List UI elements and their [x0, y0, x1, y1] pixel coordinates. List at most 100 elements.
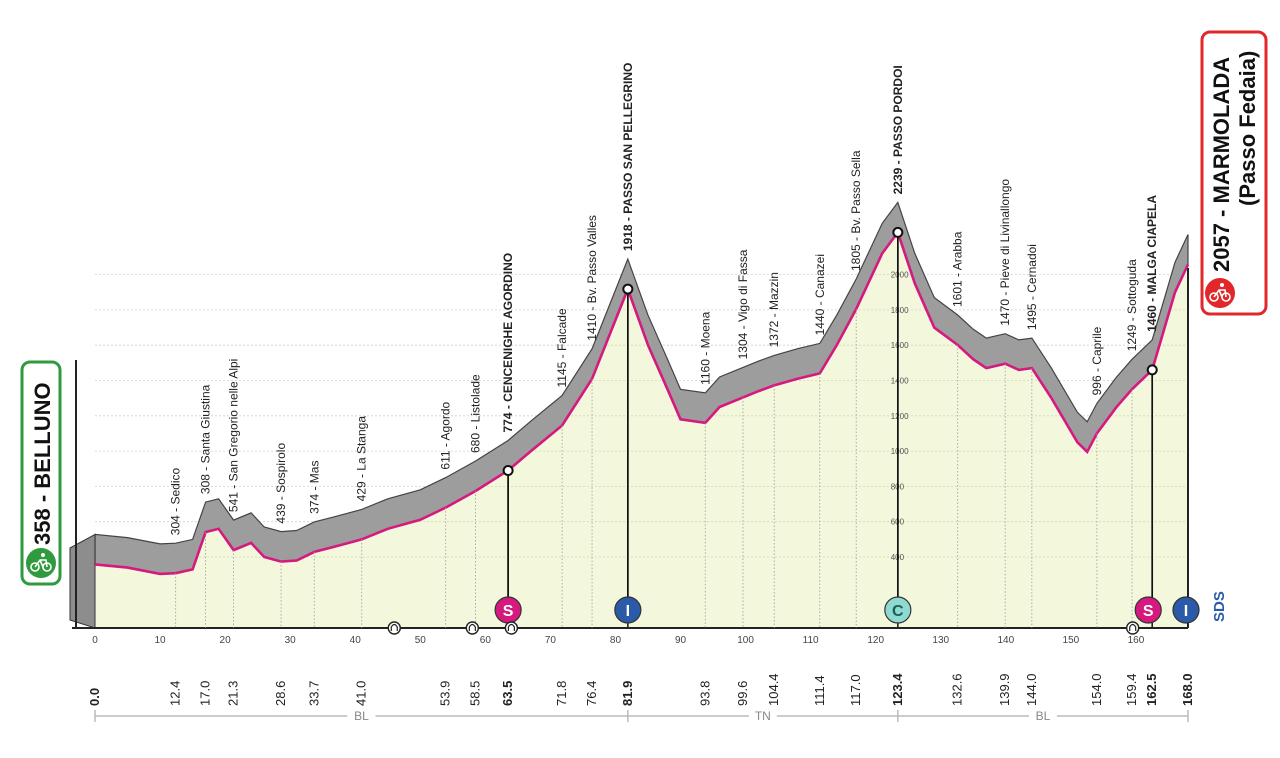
bike-glyph-start: [30, 553, 52, 572]
x-tick-30: 30: [285, 635, 297, 646]
marker-symbol-3: S: [1143, 603, 1154, 620]
start-badge: 358 - BELLUNO: [20, 360, 62, 586]
km-label-0: 0.0: [87, 688, 102, 706]
x-tick-50: 50: [415, 635, 427, 646]
tunnel-icon: [504, 621, 519, 635]
tunnel-arch-3: [1129, 623, 1137, 631]
corner-sds-label: SDS: [1211, 591, 1228, 622]
place-label-20: 1495 - Cernadoi: [1025, 244, 1039, 330]
km-label-24: 162.5: [1144, 673, 1159, 706]
km-label-18: 123.4: [890, 673, 905, 706]
tunnel-arch-1: [468, 623, 476, 631]
terrain-fill: [95, 232, 1188, 628]
x-tick-70: 70: [545, 635, 557, 646]
y-tick-2000: 2000: [891, 271, 909, 280]
place-label-2: 541 - San Gregorio nelle Alpi: [227, 359, 241, 512]
place-label-4: 374 - Mas: [307, 461, 321, 514]
region-label-bg-1: [748, 708, 777, 724]
km-label-7: 53.9: [438, 681, 453, 706]
finish-label-line2: (Passo Fedaia): [1235, 51, 1260, 206]
km-label-12: 81.9: [620, 681, 635, 706]
tunnel-icon: [465, 621, 480, 635]
km-label-16: 111.4: [812, 675, 827, 706]
tunnel-arch-0: [390, 623, 398, 631]
km-label-14: 99.6: [735, 681, 750, 706]
x-tick-110: 110: [803, 635, 819, 646]
finish-label-line1: 2057 - MARMOLADA: [1209, 57, 1234, 272]
marker-dot-0: [502, 465, 514, 477]
km-label-25: 168.0: [1180, 673, 1195, 706]
x-tick-10: 10: [154, 635, 166, 646]
region-label-bg-0: [347, 708, 376, 724]
place-label-9: 1145 - Falcade: [555, 308, 569, 387]
x-tick-60: 60: [480, 635, 492, 646]
y-tick-1000: 1000: [891, 447, 909, 456]
y-tick-1200: 1200: [891, 412, 909, 421]
km-label-23: 159.4: [1124, 673, 1139, 706]
place-label-14: 1372 - Mazzin: [767, 272, 781, 347]
km-label-4: 28.6: [273, 681, 288, 706]
km-label-8: 58.5: [468, 681, 483, 706]
y-tick-1400: 1400: [891, 377, 909, 386]
km-label-13: 93.8: [697, 681, 712, 706]
profile-fill-area: [95, 232, 1188, 628]
place-label-11: 1918 - PASSO SAN PELLEGRINO: [621, 63, 635, 252]
x-tick-100: 100: [737, 635, 754, 646]
marker-symbol-0: S: [503, 603, 514, 620]
gradient-path: [93, 229, 1190, 576]
x-tick-20: 20: [220, 635, 232, 646]
place-label-7: 680 - Listolade: [469, 374, 483, 453]
tunnel-icon: [1125, 621, 1140, 635]
road-start-edge: [69, 533, 96, 629]
km-label-9: 63.5: [500, 681, 515, 706]
tunnel-icon: [387, 621, 401, 635]
marker-dot-2: [892, 226, 904, 238]
sprint-marker-icon: [1134, 596, 1162, 624]
x-tick-0: 0: [92, 635, 98, 646]
place-label-17: 2239 - PASSO PORDOI: [891, 65, 905, 194]
tunnel-arch-2: [507, 623, 515, 631]
region-bar: BL TN BL: [94, 708, 1189, 724]
place-label-10: 1410 - Bv. Passo Valles: [585, 215, 599, 341]
place-label-3: 439 - Sospirolo: [274, 443, 288, 524]
place-label-23: 1460 - MALGA CIAPELA: [1145, 195, 1159, 332]
x-tick-90: 90: [675, 635, 687, 646]
km-labels: 0.0 12.4 17.0 21.3 28.6 33.7 41.0 53.9 58.5 63.5 7…: [87, 673, 1195, 706]
place-label-19: 1470 - Pieve di Livinallongo: [998, 179, 1012, 326]
marker-dot-3: [1146, 364, 1158, 376]
region-label-2: BL: [1036, 709, 1051, 723]
place-label-18: 1601 - Arabba: [951, 231, 965, 307]
km-label-2: 17.0: [198, 681, 213, 706]
km-label-17: 117.0: [848, 674, 863, 706]
x-tick-40: 40: [350, 635, 362, 646]
km-axis: 0 10 20 30 40 50 60 70 80 90 100 110 120 130 140 150 160: [72, 268, 1189, 646]
x-tick-120: 120: [867, 635, 884, 646]
km-label-11: 76.4: [584, 681, 599, 706]
place-label-1: 308 - Santa Giustina: [199, 384, 213, 494]
region-label-1: TN: [755, 709, 771, 723]
x-tick-80: 80: [610, 635, 622, 646]
y-tick-1800: 1800: [891, 306, 909, 315]
x-tick-160: 160: [1128, 635, 1145, 646]
region-label-0: BL: [354, 709, 369, 723]
place-label-21: 996 - Caprile: [1090, 326, 1104, 395]
gradient-line: [93, 229, 1190, 576]
marker-symbol-1: I: [626, 603, 630, 620]
cima-coppi-marker-icon: [884, 596, 912, 624]
place-label-5: 429 - La Stanga: [355, 416, 369, 502]
place-label-22: 1249 - Sottoguda: [1125, 259, 1139, 351]
km-label-1: 12.4: [168, 681, 183, 706]
marker-symbol-2: C: [892, 603, 904, 620]
y-tick-1600: 1600: [891, 341, 909, 350]
x-tick-150: 150: [1063, 635, 1080, 646]
km-label-10: 71.8: [554, 681, 569, 706]
region-label-bg-2: [1028, 708, 1057, 724]
place-label-15: 1440 - Canazei: [813, 254, 827, 335]
km-label-15: 104.4: [766, 673, 781, 706]
km-label-22: 154.0: [1089, 673, 1104, 706]
km-label-19: 132.6: [950, 673, 965, 706]
place-label-8: 774 - CENCENIGHE AGORDINO: [501, 253, 515, 433]
km-label-21: 144.0: [1024, 673, 1039, 706]
place-label-16: 1805 - Bv. Passo Sella: [849, 150, 863, 271]
